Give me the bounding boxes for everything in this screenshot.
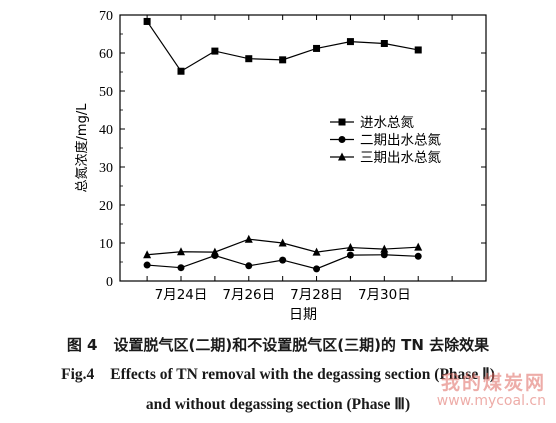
data-point [279, 256, 287, 264]
series-3 [143, 234, 423, 259]
legend-marker [338, 118, 346, 126]
y-tick-label: 40 [99, 123, 113, 138]
series-2 [143, 251, 422, 273]
data-point [177, 247, 185, 256]
y-tick-label: 70 [99, 9, 113, 24]
data-point [245, 262, 253, 270]
legend-label: 三期出水总氮 [360, 150, 441, 166]
data-point [177, 67, 185, 75]
caption-cn-label: 图 4 [66, 336, 98, 354]
legend-label: 进水总氮 [360, 115, 414, 131]
data-point [380, 251, 388, 259]
data-point [143, 17, 151, 25]
caption-en-text-1: Effects of TN removal with the degassing… [110, 366, 495, 383]
data-point [346, 251, 354, 259]
data-point [380, 40, 388, 47]
data-point [279, 56, 287, 64]
caption-cn-text: 设置脱气区(二期)和不设置脱气区(三期)的 TN 去除效果 [113, 336, 490, 354]
caption-en-label: Fig.4 [61, 366, 95, 383]
x-tick-label: 7月24日 [155, 287, 208, 303]
y-tick-label: 30 [99, 161, 113, 176]
x-tick-label: 7月28日 [290, 287, 343, 303]
data-point [414, 252, 422, 260]
data-point [210, 247, 219, 256]
data-point [346, 38, 354, 46]
data-point [313, 265, 321, 273]
data-point [143, 250, 152, 259]
y-tick-label: 0 [106, 275, 113, 290]
y-tick-label: 50 [99, 85, 113, 100]
data-point [414, 242, 423, 251]
data-point [380, 244, 389, 253]
y-tick-label: 10 [99, 237, 113, 252]
series-1 [143, 17, 422, 75]
data-point [177, 264, 185, 272]
x-axis-title: 日期 [289, 307, 317, 323]
legend-marker [338, 152, 346, 161]
data-point [346, 243, 355, 252]
y-axis-title: 总氮浓度/mg/L [74, 103, 90, 193]
x-tick-label: 7月26日 [222, 287, 275, 303]
caption-english-line2: and without degassing section (Phase Ⅲ) [145, 396, 411, 413]
caption-chinese: 图 4 设置脱气区(二期)和不设置脱气区(三期)的 TN 去除效果 [0, 334, 556, 355]
data-point [313, 44, 321, 52]
data-point [143, 261, 151, 269]
y-tick-label: 20 [99, 199, 113, 214]
legend-label: 二期出水总氮 [360, 133, 441, 149]
data-point [312, 247, 321, 256]
legend-marker [338, 136, 346, 143]
data-point [244, 234, 253, 243]
data-point [414, 46, 422, 54]
data-point [245, 55, 253, 63]
y-tick-label: 60 [99, 47, 113, 62]
data-point [211, 47, 219, 55]
data-point [278, 238, 287, 247]
series-line [146, 21, 419, 73]
caption-english-line1: Fig.4 Effects of TN removal with the dega… [0, 365, 556, 384]
x-tick-label: 7月30日 [358, 287, 411, 303]
